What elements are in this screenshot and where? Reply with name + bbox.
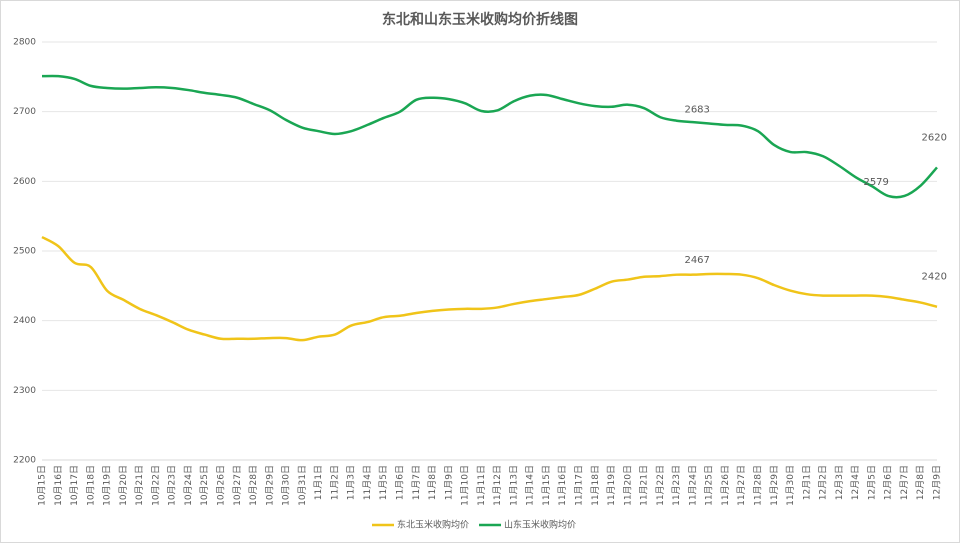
x-tick-label: 11月12日: [492, 465, 503, 506]
x-tick-label: 11月21日: [639, 465, 650, 506]
x-tick-label: 10月29日: [264, 465, 275, 506]
x-tick-label: 11月26日: [720, 465, 731, 506]
y-tick-label: 2500: [13, 247, 36, 257]
x-tick-label: 11月3日: [346, 465, 357, 500]
x-tick-label: 11月22日: [655, 465, 666, 506]
x-tick-label: 11月20日: [622, 465, 633, 506]
x-tick-label: 11月23日: [671, 465, 682, 506]
x-tick-label: 11月24日: [687, 465, 698, 506]
x-tick-label: 10月27日: [232, 465, 243, 506]
x-tick-label: 12月1日: [801, 465, 812, 500]
chart-title: 东北和山东玉米收购均价折线图: [382, 11, 578, 28]
x-tick-label: 10月31日: [297, 465, 308, 506]
x-tick-label: 11月11日: [476, 465, 487, 506]
x-tick-label: 11月14日: [525, 465, 536, 506]
x-tick-label: 11月1日: [313, 465, 324, 500]
x-tick-label: 10月26日: [216, 465, 227, 506]
x-tick-label: 11月30日: [785, 465, 796, 506]
y-tick-label: 2400: [13, 316, 36, 326]
y-tick-label: 2200: [13, 456, 36, 466]
x-tick-label: 10月15日: [37, 465, 48, 506]
line: [41, 235, 938, 342]
x-tick-label: 11月19日: [606, 465, 617, 506]
x-tick-label: 10月21日: [134, 465, 145, 506]
y-tick-label: 2800: [13, 38, 36, 48]
data-label: 2467: [684, 255, 709, 266]
x-tick-label: 12月9日: [932, 465, 943, 500]
data-label: 2579: [863, 177, 888, 188]
x-tick-label: 11月18日: [590, 465, 601, 506]
x-tick-label: 10月17日: [69, 465, 80, 506]
x-tick-label: 11月4日: [362, 465, 373, 500]
x-tick-label: 11月7日: [411, 465, 422, 500]
x-tick-label: 11月2日: [329, 465, 340, 500]
data-label: 2420: [922, 272, 947, 283]
x-tick-label: 11月5日: [378, 465, 389, 500]
x-tick-label: 12月3日: [834, 465, 845, 500]
x-tick-label: 10月18日: [85, 465, 96, 506]
line: [41, 74, 938, 199]
x-tick-label: 11月8日: [427, 465, 438, 500]
x-tick-label: 10月30日: [281, 465, 292, 506]
x-tick-label: 10月22日: [150, 465, 161, 506]
x-tick-label: 11月17日: [574, 465, 585, 506]
x-tick-label: 11月25日: [704, 465, 715, 506]
data-label: 2683: [684, 105, 709, 116]
x-tick-label: 12月5日: [866, 465, 877, 500]
x-tick-label: 11月9日: [443, 465, 454, 500]
legend-label: 山东玉米收购均价: [504, 519, 576, 531]
x-tick-label: 11月16日: [557, 465, 568, 506]
x-tick-label: 10月23日: [167, 465, 178, 506]
data-label: 2620: [922, 132, 947, 143]
x-tick-label: 11月27日: [736, 465, 747, 506]
y-tick-label: 2700: [13, 107, 36, 117]
x-tick-label: 10月28日: [248, 465, 259, 506]
x-tick-label: 12月6日: [883, 465, 894, 500]
x-tick-label: 10月25日: [199, 465, 210, 506]
x-tick-label: 11月6日: [395, 465, 406, 500]
x-tick-label: 10月20日: [118, 465, 129, 506]
x-tick-label: 11月15日: [541, 465, 552, 506]
x-tick-label: 11月28日: [753, 465, 764, 506]
legend-label: 东北玉米收购均价: [397, 519, 469, 531]
x-tick-label: 11月29日: [769, 465, 780, 506]
y-tick-label: 2300: [13, 386, 36, 396]
x-tick-label: 10月19日: [102, 465, 113, 506]
x-tick-label: 11月10日: [460, 465, 471, 506]
y-tick-label: 2600: [13, 177, 36, 187]
x-tick-label: 12月4日: [850, 465, 861, 500]
x-tick-label: 10月24日: [183, 465, 194, 506]
x-tick-label: 12月8日: [915, 465, 926, 500]
x-tick-label: 12月7日: [899, 465, 910, 500]
x-tick-label: 11月13日: [508, 465, 519, 506]
x-tick-label: 10月16日: [53, 465, 64, 506]
x-tick-label: 12月2日: [818, 465, 829, 500]
